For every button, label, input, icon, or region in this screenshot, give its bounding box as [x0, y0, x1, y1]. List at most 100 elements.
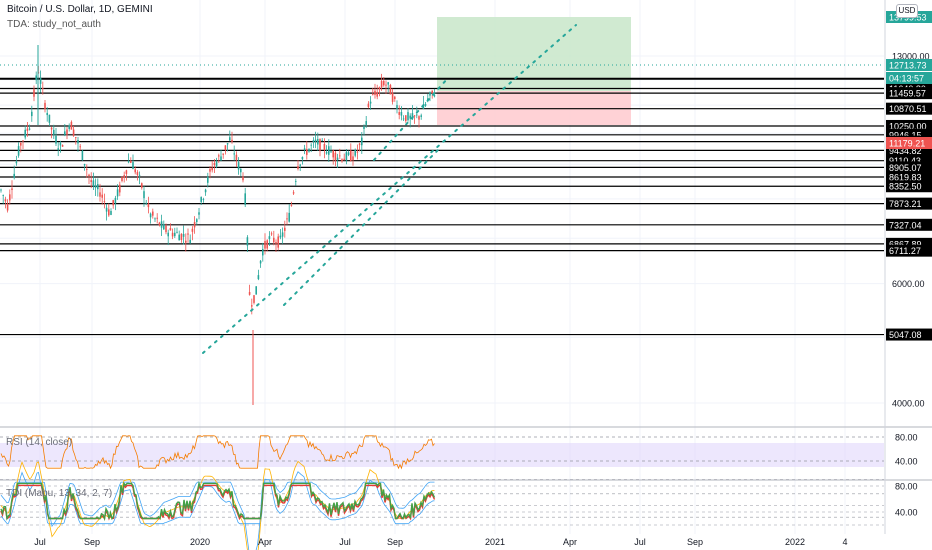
- candle-body[interactable]: [275, 242, 277, 244]
- candle-body[interactable]: [44, 102, 46, 110]
- candle-body[interactable]: [255, 286, 257, 295]
- candle-body[interactable]: [312, 140, 315, 143]
- candle-body[interactable]: [125, 170, 128, 174]
- candle-body[interactable]: [108, 209, 110, 216]
- candle-body[interactable]: [424, 104, 427, 106]
- level-label[interactable]: 7873.21: [886, 197, 932, 210]
- candle-body[interactable]: [251, 305, 253, 307]
- candle-body[interactable]: [112, 200, 114, 206]
- candle-body[interactable]: [143, 191, 145, 199]
- profit-zone[interactable]: [437, 17, 631, 91]
- candle-body[interactable]: [310, 144, 312, 146]
- price-axis[interactable]: 12049.2312019.0011640.8011459.5710870.51…: [886, 11, 932, 409]
- candle-body[interactable]: [35, 75, 37, 81]
- current-price-badge[interactable]: 12713.73: [886, 59, 932, 71]
- level-label[interactable]: 6711.27: [886, 244, 932, 257]
- rsi-pane[interactable]: 80.00 40.00: [0, 433, 918, 470]
- candle-body[interactable]: [202, 199, 205, 200]
- candle-body[interactable]: [231, 139, 233, 142]
- candle-body[interactable]: [413, 115, 416, 117]
- candle-body[interactable]: [9, 194, 11, 201]
- candle-body[interactable]: [229, 137, 231, 141]
- candle-body[interactable]: [83, 164, 86, 166]
- candle-body[interactable]: [94, 185, 97, 188]
- candles[interactable]: [0, 45, 436, 405]
- candle-body[interactable]: [235, 154, 238, 161]
- trend-line-lower[interactable]: [283, 149, 439, 306]
- candle-body[interactable]: [402, 118, 405, 120]
- candle-body[interactable]: [328, 146, 330, 155]
- candle-body[interactable]: [42, 88, 44, 89]
- candle-body[interactable]: [127, 161, 130, 163]
- candle-body[interactable]: [378, 87, 381, 90]
- candle-body[interactable]: [105, 207, 108, 212]
- candle-body[interactable]: [75, 137, 77, 138]
- candle-body[interactable]: [211, 167, 213, 171]
- candle-body[interactable]: [233, 153, 235, 155]
- candle-body[interactable]: [429, 92, 431, 96]
- candle-body[interactable]: [215, 161, 218, 167]
- candle-body[interactable]: [286, 218, 288, 220]
- candle-body[interactable]: [31, 111, 33, 117]
- candle-body[interactable]: [130, 160, 132, 163]
- candle-body[interactable]: [147, 203, 150, 208]
- candle-body[interactable]: [55, 135, 57, 144]
- candle-body[interactable]: [165, 225, 167, 233]
- candle-body[interactable]: [0, 189, 2, 191]
- candle-body[interactable]: [398, 112, 400, 115]
- candle-body[interactable]: [374, 90, 376, 95]
- candle-body[interactable]: [431, 90, 433, 94]
- candle-body[interactable]: [242, 176, 244, 181]
- candle-body[interactable]: [220, 156, 222, 161]
- candle-body[interactable]: [407, 112, 409, 121]
- candle-body[interactable]: [154, 218, 156, 220]
- candle-body[interactable]: [387, 82, 389, 85]
- candle-body[interactable]: [103, 201, 106, 203]
- level-label[interactable]: 8619.83: [886, 170, 932, 183]
- candle-body[interactable]: [308, 148, 310, 152]
- trend-lines[interactable]: [202, 24, 577, 354]
- candle-body[interactable]: [332, 150, 334, 158]
- candle-body[interactable]: [253, 295, 255, 303]
- candle-body[interactable]: [336, 157, 339, 160]
- candle-body[interactable]: [400, 111, 403, 116]
- candle-body[interactable]: [59, 142, 62, 146]
- candle-body[interactable]: [369, 101, 372, 104]
- candle-body[interactable]: [200, 197, 202, 202]
- candle-body[interactable]: [330, 151, 332, 153]
- candle-body[interactable]: [110, 211, 112, 215]
- candle-body[interactable]: [64, 131, 66, 135]
- candle-body[interactable]: [11, 188, 13, 190]
- candle-body[interactable]: [363, 126, 365, 129]
- candle-body[interactable]: [68, 125, 70, 129]
- level-label[interactable]: 8352.50: [886, 180, 932, 193]
- candle-body[interactable]: [193, 222, 196, 228]
- candle-body[interactable]: [180, 233, 183, 241]
- candle-body[interactable]: [116, 189, 119, 197]
- level-label[interactable]: 11459.57: [886, 87, 932, 100]
- candle-body[interactable]: [57, 148, 59, 150]
- candle-body[interactable]: [350, 150, 352, 162]
- candle-body[interactable]: [420, 115, 422, 117]
- tdi-price-line[interactable]: [0, 480, 436, 522]
- candle-body[interactable]: [343, 158, 345, 161]
- candle-body[interactable]: [13, 173, 15, 178]
- candle-body[interactable]: [367, 103, 370, 108]
- candle-body[interactable]: [240, 168, 242, 173]
- candle-body[interactable]: [138, 174, 141, 176]
- loss-zone[interactable]: [437, 91, 631, 125]
- candle-body[interactable]: [226, 143, 229, 145]
- candle-body[interactable]: [213, 163, 216, 166]
- candle-body[interactable]: [270, 233, 273, 235]
- candle-body[interactable]: [70, 121, 73, 130]
- candle-body[interactable]: [123, 175, 125, 178]
- currency-button[interactable]: USD: [896, 4, 918, 18]
- candle-body[interactable]: [416, 114, 418, 116]
- candle-body[interactable]: [273, 237, 275, 243]
- candle-body[interactable]: [281, 232, 284, 237]
- candle-body[interactable]: [46, 112, 48, 116]
- candle-body[interactable]: [380, 81, 383, 88]
- candle-body[interactable]: [389, 85, 392, 95]
- candle-body[interactable]: [257, 275, 260, 280]
- candle-body[interactable]: [53, 129, 55, 135]
